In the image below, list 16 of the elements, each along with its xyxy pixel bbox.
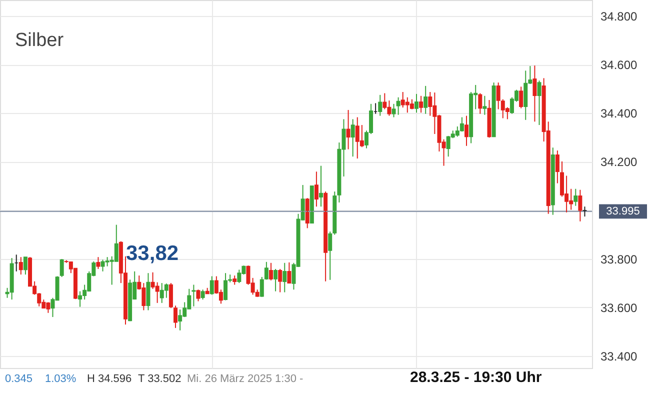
text: 0.345 [5, 373, 33, 385]
text: T 33.502 [138, 373, 182, 385]
y-tick-label: 33.400 [600, 349, 638, 364]
text: Mi. 26 März 2025 1:30 - [187, 373, 304, 385]
y-tick-label: 34.200 [600, 155, 638, 170]
text: Silber [15, 30, 64, 51]
annotation: 33,82 [126, 242, 179, 265]
text: 28.3.25 - 19:30 Uhr [410, 369, 542, 386]
y-tick-label: 34.800 [600, 10, 638, 24]
text: H 34.596 [87, 373, 132, 385]
text: 1.03% [45, 373, 76, 385]
y-tick-label: 34.600 [600, 58, 638, 72]
ref-line-label: 33.995 [606, 205, 640, 218]
y-tick-label: 33.600 [600, 300, 638, 315]
y-tick-label: 33.800 [600, 252, 638, 266]
y-tick-label: 34.400 [600, 106, 638, 121]
